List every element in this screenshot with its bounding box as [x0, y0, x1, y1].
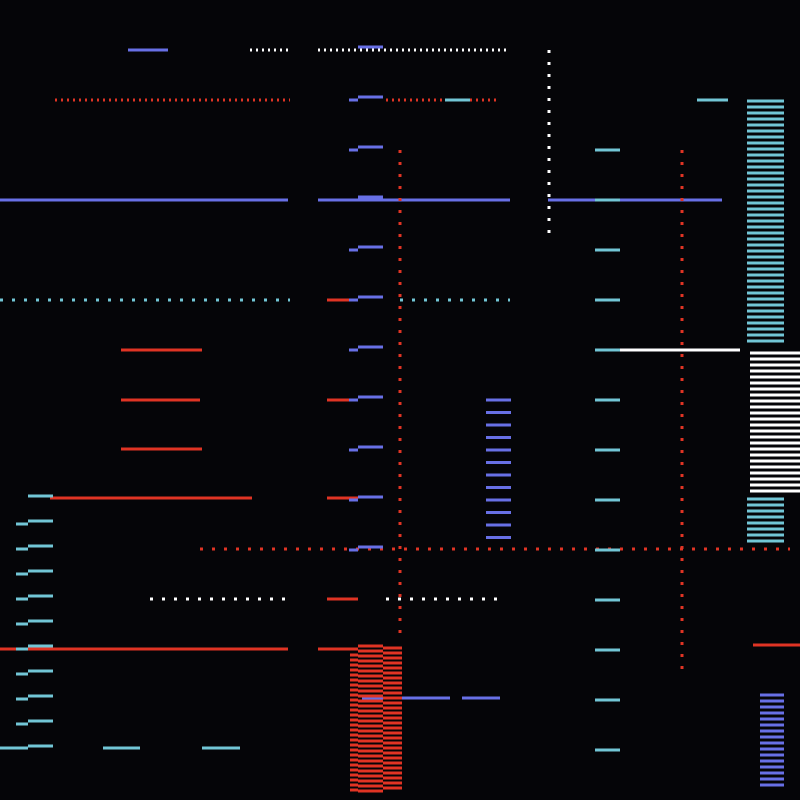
page: (() => { const svg = document.getElement… [0, 0, 800, 800]
scene [0, 0, 800, 800]
background [0, 0, 800, 800]
